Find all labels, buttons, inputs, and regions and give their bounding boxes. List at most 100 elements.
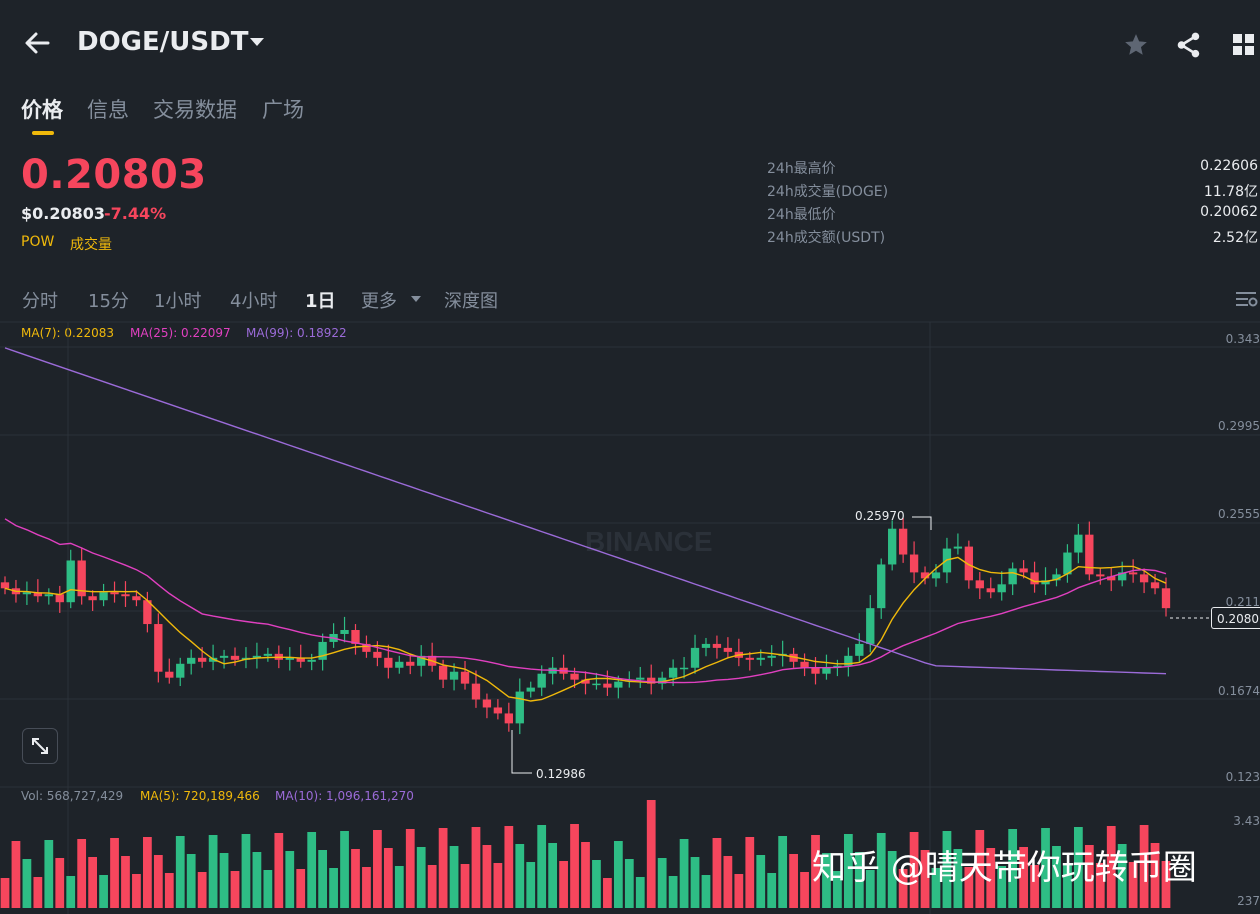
volume-bar [296, 869, 306, 908]
volume-bar [274, 833, 284, 908]
candle-body [154, 624, 163, 672]
candle-body [460, 671, 470, 684]
volume-bar [219, 853, 229, 908]
candle-body [33, 592, 43, 597]
candle-body [877, 564, 886, 609]
volume-bar [197, 872, 207, 908]
grid-icon[interactable] [1232, 33, 1256, 57]
interval-1h[interactable]: 1小时 [154, 291, 202, 312]
volume-bar [318, 850, 328, 908]
vol-ma5-label: MA(5): 720,189,466 [140, 789, 260, 803]
tag-pow[interactable]: POW [21, 234, 55, 250]
volume-bar [734, 874, 744, 908]
tab-price[interactable]: 价格 [21, 98, 63, 122]
volume-bar [1019, 847, 1028, 908]
volume-bar [493, 863, 503, 908]
candle-body [55, 594, 64, 603]
candle-body [340, 630, 349, 634]
tab-info[interactable]: 信息 [87, 98, 129, 122]
candle-body [77, 560, 86, 597]
volume-bar [88, 857, 98, 908]
volume-bar [646, 800, 656, 908]
candle-body [1107, 576, 1116, 581]
candle-body [1019, 568, 1028, 573]
stat-label-turnover: 24h成交额(USDT) [767, 230, 886, 246]
interval-4h[interactable]: 4小时 [230, 291, 278, 312]
volume-bar [953, 849, 963, 908]
candle-body [647, 677, 656, 684]
tab-square[interactable]: 广场 [262, 98, 304, 122]
interval-1d[interactable]: 1日 [305, 291, 336, 312]
candle-body [482, 699, 492, 708]
volume-bar [800, 872, 809, 908]
volume-bar [1041, 828, 1050, 908]
volume-bar [504, 826, 514, 908]
interval-depth[interactable]: 深度图 [444, 291, 498, 312]
more-caret-icon[interactable] [411, 296, 421, 302]
volume-bar [383, 848, 393, 908]
candle-body [1139, 574, 1149, 583]
volume-bar [153, 855, 163, 908]
volume-bar [143, 837, 152, 908]
candle-body [1008, 568, 1017, 585]
volume-bar [1008, 829, 1018, 908]
volume-bar [394, 866, 404, 908]
volume-bar [482, 845, 492, 908]
volume-bar [854, 852, 864, 908]
candle-body [811, 667, 820, 674]
volume-bar [11, 841, 21, 908]
price-change: -7.44% [104, 204, 167, 223]
candle-body [0, 582, 10, 589]
volume-bar [920, 850, 930, 908]
volume-bar [55, 858, 65, 908]
ma99-line [4, 347, 1167, 675]
volume-bar [559, 861, 568, 908]
volume-bar [756, 855, 766, 908]
expand-button[interactable] [22, 728, 58, 764]
candle-body [931, 572, 941, 579]
candle-body [219, 655, 229, 658]
candle-body [866, 608, 875, 644]
candle-body [581, 679, 590, 684]
dropdown-caret-icon[interactable] [250, 38, 264, 46]
candle-body [1128, 572, 1138, 575]
volume-bar [340, 831, 349, 908]
tag-volume[interactable]: 成交量 [70, 237, 112, 253]
volume-bar [121, 856, 130, 908]
volume-bar [690, 857, 700, 908]
volume-bar [592, 860, 601, 908]
axis-price-4: 0.211 [1225, 595, 1260, 609]
stat-label-volume: 24h成交量(DOGE) [767, 184, 889, 200]
volume-bar [789, 854, 798, 908]
volume-bar [1150, 843, 1160, 908]
vol-ma10-label: MA(10): 1,096,161,270 [275, 789, 414, 803]
volume-bar [1128, 862, 1138, 908]
volume-bar [986, 848, 996, 908]
candle-body [920, 572, 930, 579]
volume-bar [416, 847, 426, 908]
volume-bar [898, 869, 908, 908]
candle-body [449, 671, 459, 680]
tab-trading-data[interactable]: 交易数据 [153, 98, 237, 122]
pair-title[interactable]: DOGE/USDT [77, 27, 249, 57]
volume-bar [613, 841, 623, 908]
interval-more[interactable]: 更多 [361, 291, 397, 312]
candle-body [767, 655, 776, 658]
star-icon[interactable] [1123, 32, 1149, 58]
volume-bar [876, 833, 886, 908]
volume-bar [1052, 846, 1061, 908]
interval-time[interactable]: 分时 [22, 291, 58, 312]
candle-body [844, 655, 853, 666]
stat-value-high: 0.22606 [1200, 158, 1258, 174]
volume-bar [1084, 845, 1094, 908]
volume-bar [471, 827, 481, 908]
volume-bar [833, 871, 842, 908]
chart-settings-icon[interactable] [1236, 290, 1258, 308]
interval-15m[interactable]: 15分 [88, 291, 129, 312]
axis-price-3: 0.2555 [1218, 507, 1260, 521]
expand-icon [32, 738, 48, 754]
back-arrow-icon[interactable] [22, 28, 52, 58]
share-icon[interactable] [1176, 31, 1202, 59]
volume-bar [1073, 827, 1083, 908]
